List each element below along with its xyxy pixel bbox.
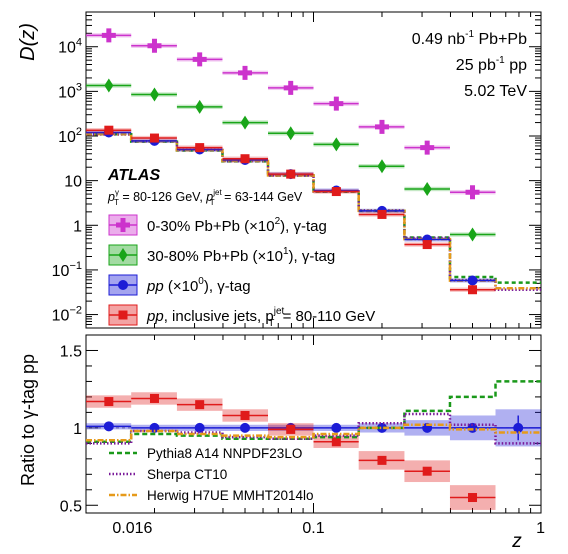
info-energy: 5.02 TeV	[464, 83, 527, 100]
legend-label: 30-80% Pb+Pb (×101), γ-tag	[147, 246, 335, 265]
data-point	[331, 187, 341, 197]
legend-entry-0: 0-30% Pb+Pb (×102), γ-tag	[108, 214, 327, 236]
legend-marker	[118, 248, 128, 262]
ratio-point	[286, 424, 296, 434]
data-point	[149, 87, 159, 102]
x-axis-label: z	[511, 531, 522, 552]
data-point	[283, 80, 298, 95]
data-point	[331, 137, 341, 152]
legend-label: pp (×100), γ-tag	[146, 276, 251, 295]
y-axis-label-bottom: Ratio to γ-tag pp	[18, 354, 38, 486]
ratio-point	[195, 400, 205, 410]
ratio-point	[468, 493, 478, 503]
ratio-point	[149, 393, 159, 403]
legend-entry-3: pp, inclusive jets, pjet T = 80-110 GeV	[108, 304, 375, 329]
data-point	[468, 227, 478, 242]
y-axis-label-top: D(z)	[17, 23, 39, 61]
ratio-point	[240, 410, 250, 420]
y-tick-label-bottom: 1.5	[60, 343, 82, 360]
ratio-point	[513, 422, 524, 433]
series-top-1	[86, 78, 496, 242]
legend-label: 0-30% Pb+Pb (×102), γ-tag	[147, 216, 327, 235]
data-point	[286, 126, 296, 141]
data-point	[147, 38, 162, 53]
x-tick-label: 0.1	[302, 520, 324, 537]
model-legend-label: Sherpa CT10	[147, 467, 227, 482]
data-point	[420, 140, 435, 155]
x-tick-label: 0.016	[112, 520, 152, 537]
legend-label: pp, inclusive jets, pjet T = 80-110 GeV	[146, 306, 375, 329]
ratio-point	[240, 422, 251, 433]
y-tick-label-bottom: 1	[73, 421, 82, 438]
y-tick-label-top: 102	[58, 126, 82, 146]
y-tick-label-top: 1	[73, 218, 82, 235]
data-point	[192, 52, 207, 67]
ratio-point	[422, 466, 432, 476]
model-legend-label: Pythia8 A14 NNPDF23LO	[147, 446, 302, 461]
data-point	[329, 96, 344, 111]
data-point	[422, 182, 432, 197]
model-curve-top	[86, 132, 541, 290]
data-point	[377, 159, 387, 174]
series-top-0	[86, 28, 496, 200]
y-tick-label-top: 103	[58, 81, 82, 101]
data-point	[104, 125, 114, 135]
legend-entry-2: pp (×100), γ-tag	[108, 274, 251, 296]
model-curve-2	[86, 423, 541, 442]
ratio-series-1	[86, 392, 496, 510]
legend-marker	[118, 310, 128, 320]
data-point	[286, 169, 296, 179]
data-point	[195, 143, 205, 153]
y-tick-label-top: 10	[64, 174, 82, 191]
model-legend-label: Herwig H7UE MMHT2014lo	[147, 488, 314, 503]
data-point	[467, 275, 478, 286]
top-panel: 10−2 10−1 1 10 102 103 104 D(z) 0.49 nb-1 Pb+Pb 2…	[17, 11, 542, 329]
x-tick-label: 1	[536, 520, 545, 537]
y-tick-label-bottom: 0.5	[60, 498, 82, 515]
ratio-point	[194, 422, 205, 433]
legend-marker	[118, 280, 128, 290]
data-point	[468, 285, 478, 295]
legend-marker	[116, 218, 130, 232]
data-point	[149, 133, 159, 143]
data-point	[195, 99, 205, 114]
ratio-point	[331, 437, 341, 447]
data-point	[238, 65, 253, 80]
data-point	[377, 209, 387, 219]
data-point	[465, 185, 480, 200]
data-point	[104, 78, 114, 93]
ratio-point	[376, 422, 387, 433]
series-top-3	[86, 125, 496, 295]
data-point	[422, 240, 432, 250]
atlas-label: ATLAS	[107, 167, 160, 184]
ratio-point	[103, 421, 114, 432]
data-point	[101, 28, 116, 43]
info-lumi-pbpb: 0.49 nb-1 Pb+Pb	[412, 29, 527, 48]
ratio-point	[377, 455, 387, 465]
model-curve-top	[86, 133, 541, 291]
y-tick-label-top: 104	[58, 37, 82, 57]
y-tick-label-top: 10−1	[52, 260, 82, 280]
data-point	[240, 115, 250, 130]
info-lumi-pp: 25 pb-1 pp	[456, 55, 527, 74]
ratio-point	[104, 397, 114, 407]
data-point	[374, 119, 389, 134]
ratio-point	[331, 422, 342, 433]
cuts-label: pγ T = 80-126 GeV, pjet T = 63-144 GeV	[107, 188, 303, 207]
legend-entry-1: 30-80% Pb+Pb (×101), γ-tag	[108, 244, 335, 266]
data-point	[240, 154, 250, 164]
y-tick-label-top: 10−2	[52, 305, 82, 325]
